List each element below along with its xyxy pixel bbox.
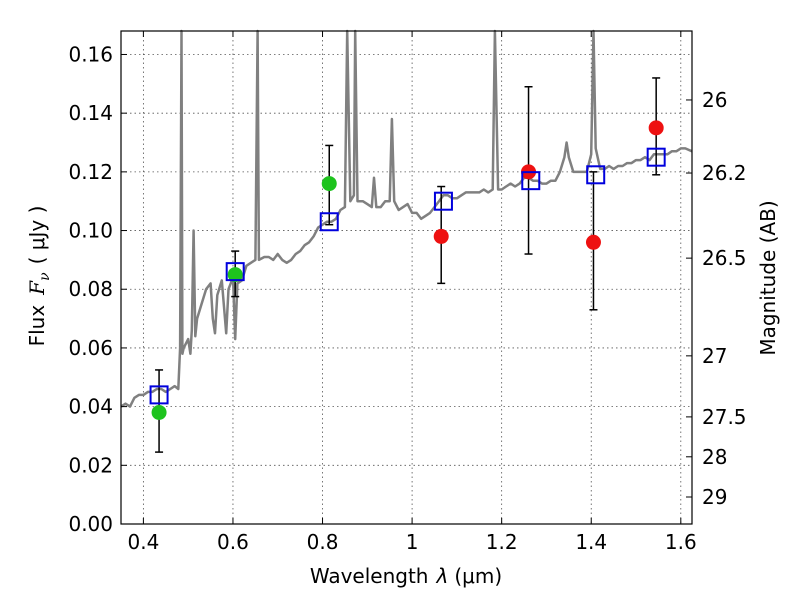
y2-tick-label: 27.5: [702, 405, 747, 429]
y-tick-label: 0.00: [68, 512, 113, 536]
y2-tick-label: 26.5: [702, 246, 747, 270]
x-axis-label: Wavelength λ (μm): [310, 564, 502, 588]
y2-tick-label: 26: [702, 88, 727, 112]
y-tick-label: 0.14: [68, 101, 113, 125]
x-tick-label: 1.2: [486, 530, 518, 554]
data-point-circle: [151, 404, 167, 420]
data-point-circle: [321, 176, 337, 192]
y2-tick-label: 26.2: [702, 161, 747, 185]
x-tick-label: 1.6: [665, 530, 697, 554]
x-tick-label: 0.8: [307, 530, 339, 554]
model-point-square: [149, 385, 169, 405]
x-tick-label: 1.4: [575, 530, 607, 554]
x-tick-label: 0.6: [217, 530, 249, 554]
model-point-square: [433, 191, 453, 211]
grid: [121, 31, 692, 525]
y-tick-label: 0.08: [68, 277, 113, 301]
y-tick-label: 0.10: [68, 219, 113, 243]
data-point-circle: [433, 228, 449, 244]
y2-tick-label: 28: [702, 445, 727, 469]
x-tick-label: 1: [406, 530, 419, 554]
y-axis-label: FluxFν( μJy ): [25, 206, 53, 347]
model-point-square: [319, 212, 339, 232]
y2-axis-label: Magnitude (AB): [756, 200, 780, 355]
y-tick-label: 0.12: [68, 160, 113, 184]
data-markers: [149, 120, 666, 420]
model-point-square: [225, 262, 245, 282]
plot-frame-border: [120, 30, 693, 525]
y2-tick-label: 29: [702, 485, 727, 509]
axis-ticks: 0.4 0.6 0.8 1 1.2 1.4 1.6 0.00 0.02 0.04 0.06 0.08 0…: [68, 31, 747, 554]
y2-tick-label: 27: [702, 344, 727, 368]
model-point-square: [646, 147, 666, 167]
y-tick-label: 0.16: [68, 42, 113, 66]
model-point-square: [586, 165, 606, 185]
y-tick-label: 0.06: [68, 336, 113, 360]
y-tick-label: 0.02: [68, 453, 113, 477]
data-point-circle: [227, 267, 243, 283]
x-tick-label: 0.4: [127, 530, 159, 554]
plot-frame: [120, 30, 693, 525]
model-point-square: [521, 171, 541, 191]
data-point-circle: [648, 120, 664, 136]
y-tick-label: 0.04: [68, 395, 113, 419]
data-point-circle: [585, 234, 601, 250]
